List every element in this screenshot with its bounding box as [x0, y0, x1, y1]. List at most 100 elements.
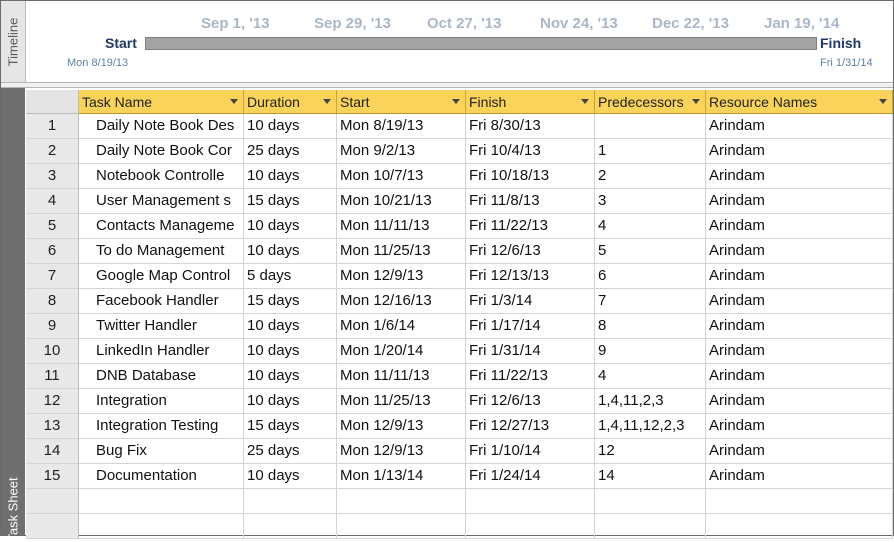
filter-dropdown-icon[interactable] — [323, 99, 331, 104]
row-id-cell[interactable]: 4 — [26, 189, 79, 214]
timeline-panel[interactable]: Sep 1, '13 Sep 29, '13 Oct 27, '13 Nov 2… — [26, 1, 893, 82]
predecessors-cell[interactable] — [595, 114, 706, 139]
start-cell[interactable]: Mon 12/9/13 — [337, 264, 466, 289]
task-name-cell[interactable]: Documentation — [79, 464, 244, 489]
finish-cell[interactable]: Fri 1/3/14 — [466, 289, 595, 314]
row-id-cell[interactable]: 5 — [26, 214, 79, 239]
start-cell[interactable]: Mon 9/2/13 — [337, 139, 466, 164]
row-id-cell[interactable]: 14 — [26, 439, 79, 464]
filter-dropdown-icon[interactable] — [230, 99, 238, 104]
duration-cell[interactable]: 10 days — [244, 339, 337, 364]
start-cell[interactable]: Mon 10/7/13 — [337, 164, 466, 189]
column-header-task-name[interactable]: Task Name — [79, 90, 244, 114]
duration-cell[interactable]: 10 days — [244, 114, 337, 139]
start-cell[interactable]: Mon 1/6/14 — [337, 314, 466, 339]
start-cell[interactable]: Mon 12/16/13 — [337, 289, 466, 314]
finish-cell[interactable]: Fri 12/13/13 — [466, 264, 595, 289]
row-id-cell[interactable]: 11 — [26, 364, 79, 389]
duration-cell[interactable]: 10 days — [244, 214, 337, 239]
row-id-cell[interactable]: 2 — [26, 139, 79, 164]
table-row[interactable]: 11 DNB Database 10 days Mon 11/11/13 Fri 11/… — [26, 364, 893, 389]
predecessors-cell[interactable]: 4 — [595, 364, 706, 389]
resource-names-cell[interactable]: Arindam — [706, 339, 893, 364]
table-row[interactable]: 6 To do Management 10 days Mon 11/25/13 Fri … — [26, 239, 893, 264]
finish-cell[interactable]: Fri 1/31/14 — [466, 339, 595, 364]
resource-names-cell[interactable]: Arindam — [706, 314, 893, 339]
finish-cell[interactable]: Fri 1/24/14 — [466, 464, 595, 489]
task-name-cell[interactable]: DNB Database — [79, 364, 244, 389]
predecessors-cell[interactable] — [595, 514, 706, 539]
row-id-cell[interactable] — [26, 514, 79, 539]
table-row[interactable]: 9 Twitter Handler 10 days Mon 1/6/14 Fri 1/1… — [26, 314, 893, 339]
finish-cell[interactable]: Fri 11/8/13 — [466, 189, 595, 214]
duration-cell[interactable]: 15 days — [244, 289, 337, 314]
resource-names-cell[interactable]: Arindam — [706, 289, 893, 314]
predecessors-cell[interactable] — [595, 489, 706, 514]
duration-cell[interactable]: 15 days — [244, 414, 337, 439]
filter-dropdown-icon[interactable] — [879, 99, 887, 104]
empty-table-row[interactable] — [26, 489, 893, 514]
start-cell[interactable]: Mon 12/9/13 — [337, 414, 466, 439]
table-row[interactable]: 13 Integration Testing 15 days Mon 12/9/13 F… — [26, 414, 893, 439]
row-id-cell[interactable]: 1 — [26, 114, 79, 139]
resource-names-cell[interactable] — [706, 514, 893, 539]
finish-cell[interactable]: Fri 1/17/14 — [466, 314, 595, 339]
task-name-cell[interactable]: Facebook Handler — [79, 289, 244, 314]
predecessors-cell[interactable]: 4 — [595, 214, 706, 239]
finish-cell[interactable]: Fri 1/10/14 — [466, 439, 595, 464]
duration-cell[interactable] — [244, 514, 337, 539]
row-id-cell[interactable]: 12 — [26, 389, 79, 414]
start-cell[interactable]: Mon 11/11/13 — [337, 214, 466, 239]
predecessors-cell[interactable]: 3 — [595, 189, 706, 214]
finish-cell[interactable] — [466, 489, 595, 514]
table-row[interactable]: 2 Daily Note Book Cor 25 days Mon 9/2/13 Fri… — [26, 139, 893, 164]
resource-names-cell[interactable]: Arindam — [706, 164, 893, 189]
predecessors-cell[interactable]: 1,4,11,12,2,3 — [595, 414, 706, 439]
start-cell[interactable]: Mon 8/19/13 — [337, 114, 466, 139]
duration-cell[interactable]: 10 days — [244, 464, 337, 489]
select-all-corner[interactable] — [26, 90, 79, 114]
filter-dropdown-icon[interactable] — [452, 99, 460, 104]
predecessors-cell[interactable]: 9 — [595, 339, 706, 364]
start-cell[interactable]: Mon 11/11/13 — [337, 364, 466, 389]
task-name-cell[interactable]: Contacts Manageme — [79, 214, 244, 239]
table-row[interactable]: 10 LinkedIn Handler 10 days Mon 1/20/14 Fri … — [26, 339, 893, 364]
task-name-cell[interactable]: User Management s — [79, 189, 244, 214]
resource-names-cell[interactable]: Arindam — [706, 364, 893, 389]
row-id-cell[interactable]: 3 — [26, 164, 79, 189]
predecessors-cell[interactable]: 2 — [595, 164, 706, 189]
table-row[interactable]: 7 Google Map Control 5 days Mon 12/9/13 Fri … — [26, 264, 893, 289]
predecessors-cell[interactable]: 7 — [595, 289, 706, 314]
task-name-cell[interactable]: Notebook Controlle — [79, 164, 244, 189]
finish-cell[interactable]: Fri 10/4/13 — [466, 139, 595, 164]
duration-cell[interactable]: 10 days — [244, 389, 337, 414]
row-id-cell[interactable]: 7 — [26, 264, 79, 289]
finish-cell[interactable]: Fri 8/30/13 — [466, 114, 595, 139]
predecessors-cell[interactable]: 8 — [595, 314, 706, 339]
resource-names-cell[interactable]: Arindam — [706, 139, 893, 164]
start-cell[interactable] — [337, 514, 466, 539]
finish-cell[interactable]: Fri 12/6/13 — [466, 239, 595, 264]
resource-names-cell[interactable]: Arindam — [706, 239, 893, 264]
table-row[interactable]: 14 Bug Fix 25 days Mon 12/9/13 Fri 1/10/14 12… — [26, 439, 893, 464]
finish-cell[interactable] — [466, 514, 595, 539]
duration-cell[interactable]: 25 days — [244, 139, 337, 164]
predecessors-cell[interactable]: 6 — [595, 264, 706, 289]
finish-cell[interactable]: Fri 11/22/13 — [466, 364, 595, 389]
predecessors-cell[interactable]: 14 — [595, 464, 706, 489]
timeline-bar[interactable] — [145, 37, 817, 50]
task-name-cell[interactable]: To do Management — [79, 239, 244, 264]
start-cell[interactable]: Mon 12/9/13 — [337, 439, 466, 464]
row-id-cell[interactable]: 15 — [26, 464, 79, 489]
task-name-cell[interactable]: Daily Note Book Des — [79, 114, 244, 139]
timeline-splitter[interactable] — [1, 82, 893, 88]
filter-dropdown-icon[interactable] — [692, 99, 700, 104]
table-row[interactable]: 12 Integration 10 days Mon 11/25/13 Fri 12/6… — [26, 389, 893, 414]
task-name-cell[interactable] — [79, 514, 244, 539]
duration-cell[interactable]: 10 days — [244, 239, 337, 264]
finish-cell[interactable]: Fri 10/18/13 — [466, 164, 595, 189]
resource-names-cell[interactable]: Arindam — [706, 464, 893, 489]
table-row[interactable]: 4 User Management s 15 days Mon 10/21/13 Fri… — [26, 189, 893, 214]
duration-cell[interactable]: 25 days — [244, 439, 337, 464]
task-name-cell[interactable]: Daily Note Book Cor — [79, 139, 244, 164]
